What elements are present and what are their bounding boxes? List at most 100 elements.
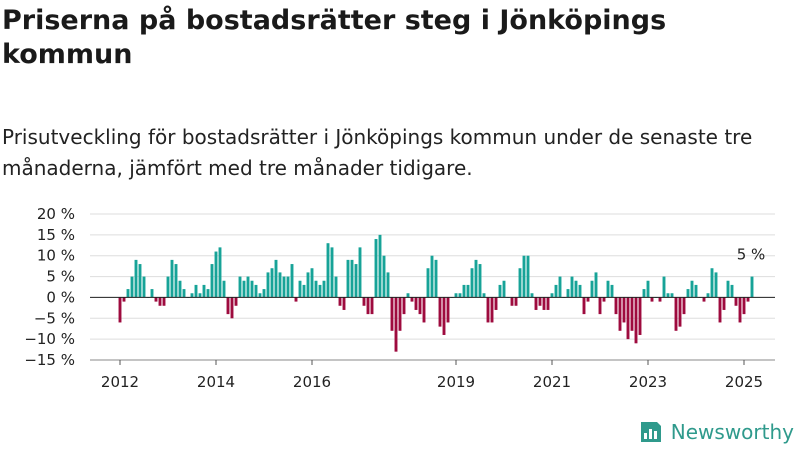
y-tick-label: 20 % [37, 205, 75, 223]
bar [234, 297, 238, 306]
bar [174, 264, 178, 298]
bar [730, 284, 734, 298]
bar [222, 280, 226, 298]
bar [630, 297, 634, 331]
bar [190, 293, 194, 298]
bar [390, 297, 394, 331]
bar [182, 289, 186, 298]
bar [118, 297, 122, 323]
bar [486, 297, 490, 323]
bar [686, 289, 690, 298]
bar [290, 264, 294, 298]
bar [178, 280, 182, 298]
bar [298, 280, 302, 298]
bar [426, 268, 430, 298]
bar [494, 297, 498, 310]
bar [442, 297, 446, 335]
bar [634, 297, 638, 344]
bar [510, 297, 514, 306]
bar [130, 276, 134, 298]
bar [682, 297, 686, 315]
bar [582, 297, 586, 315]
bar [594, 272, 598, 298]
bar [614, 297, 618, 315]
bar [738, 297, 742, 323]
bar [386, 272, 390, 298]
chart-subtitle: Prisutveckling för bostadsrätter i Jönkö… [2, 125, 753, 180]
bar [646, 280, 650, 298]
bar [482, 293, 486, 298]
y-tick-label: −10 % [24, 330, 75, 348]
bar [518, 268, 522, 298]
bar [606, 280, 610, 298]
bar [746, 297, 750, 302]
bar [162, 297, 166, 306]
x-tick-label: 2025 [725, 373, 763, 391]
bar [674, 297, 678, 331]
bar [578, 284, 582, 298]
chart-title: Priserna på bostadsrätter steg i Jönköpi… [2, 5, 667, 70]
bar [318, 284, 322, 298]
bar [166, 276, 170, 298]
bar [226, 297, 230, 315]
bar [382, 255, 386, 298]
bar [366, 297, 370, 315]
bar [198, 293, 202, 298]
bar [526, 255, 530, 298]
bar [622, 297, 626, 323]
bar [406, 293, 410, 298]
bar [750, 276, 754, 298]
bar [306, 272, 310, 298]
x-tick-label: 2023 [629, 373, 667, 391]
bar [402, 297, 406, 315]
bar [598, 297, 602, 315]
bar [498, 284, 502, 298]
bar [474, 259, 478, 298]
bar [618, 297, 622, 331]
bar [454, 293, 458, 298]
bar [542, 297, 546, 310]
bar [170, 259, 174, 298]
bar [478, 264, 482, 298]
bar [710, 268, 714, 298]
bar [338, 297, 342, 306]
bar [586, 297, 590, 302]
bar [422, 297, 426, 323]
bar [602, 297, 606, 302]
y-tick-label: 15 % [37, 226, 75, 244]
bar [414, 297, 418, 310]
bar [554, 284, 558, 298]
bar [574, 280, 578, 298]
bar [302, 284, 306, 298]
bar [718, 297, 722, 323]
bar [350, 259, 354, 298]
bar [154, 297, 158, 302]
bar [254, 284, 258, 298]
bar [638, 297, 642, 335]
bar [734, 297, 738, 306]
bar [458, 293, 462, 298]
bar [310, 268, 314, 298]
bar [666, 293, 670, 298]
bar [410, 297, 414, 302]
last-value-label: 5 % [737, 246, 766, 264]
bar [590, 280, 594, 298]
bar [138, 264, 142, 298]
bar [134, 259, 138, 298]
bar [462, 284, 466, 298]
x-axis: 2012 2014 2016 2019 2021 2023 2025 [90, 296, 775, 391]
bar [702, 297, 706, 302]
bar [314, 280, 318, 298]
bar [470, 268, 474, 298]
y-axis-tick-labels: −15 % −10 % −5 % 0 % 5 % 10 % 15 % 20 % [24, 205, 75, 369]
bar [446, 297, 450, 323]
bar [194, 284, 198, 298]
bar [278, 272, 282, 298]
bar [122, 297, 126, 302]
bar [342, 297, 346, 310]
bar [726, 280, 730, 298]
x-tick-label: 2019 [437, 373, 475, 391]
y-tick-label: −5 % [34, 309, 75, 327]
bar [286, 276, 290, 298]
bar [274, 259, 278, 298]
